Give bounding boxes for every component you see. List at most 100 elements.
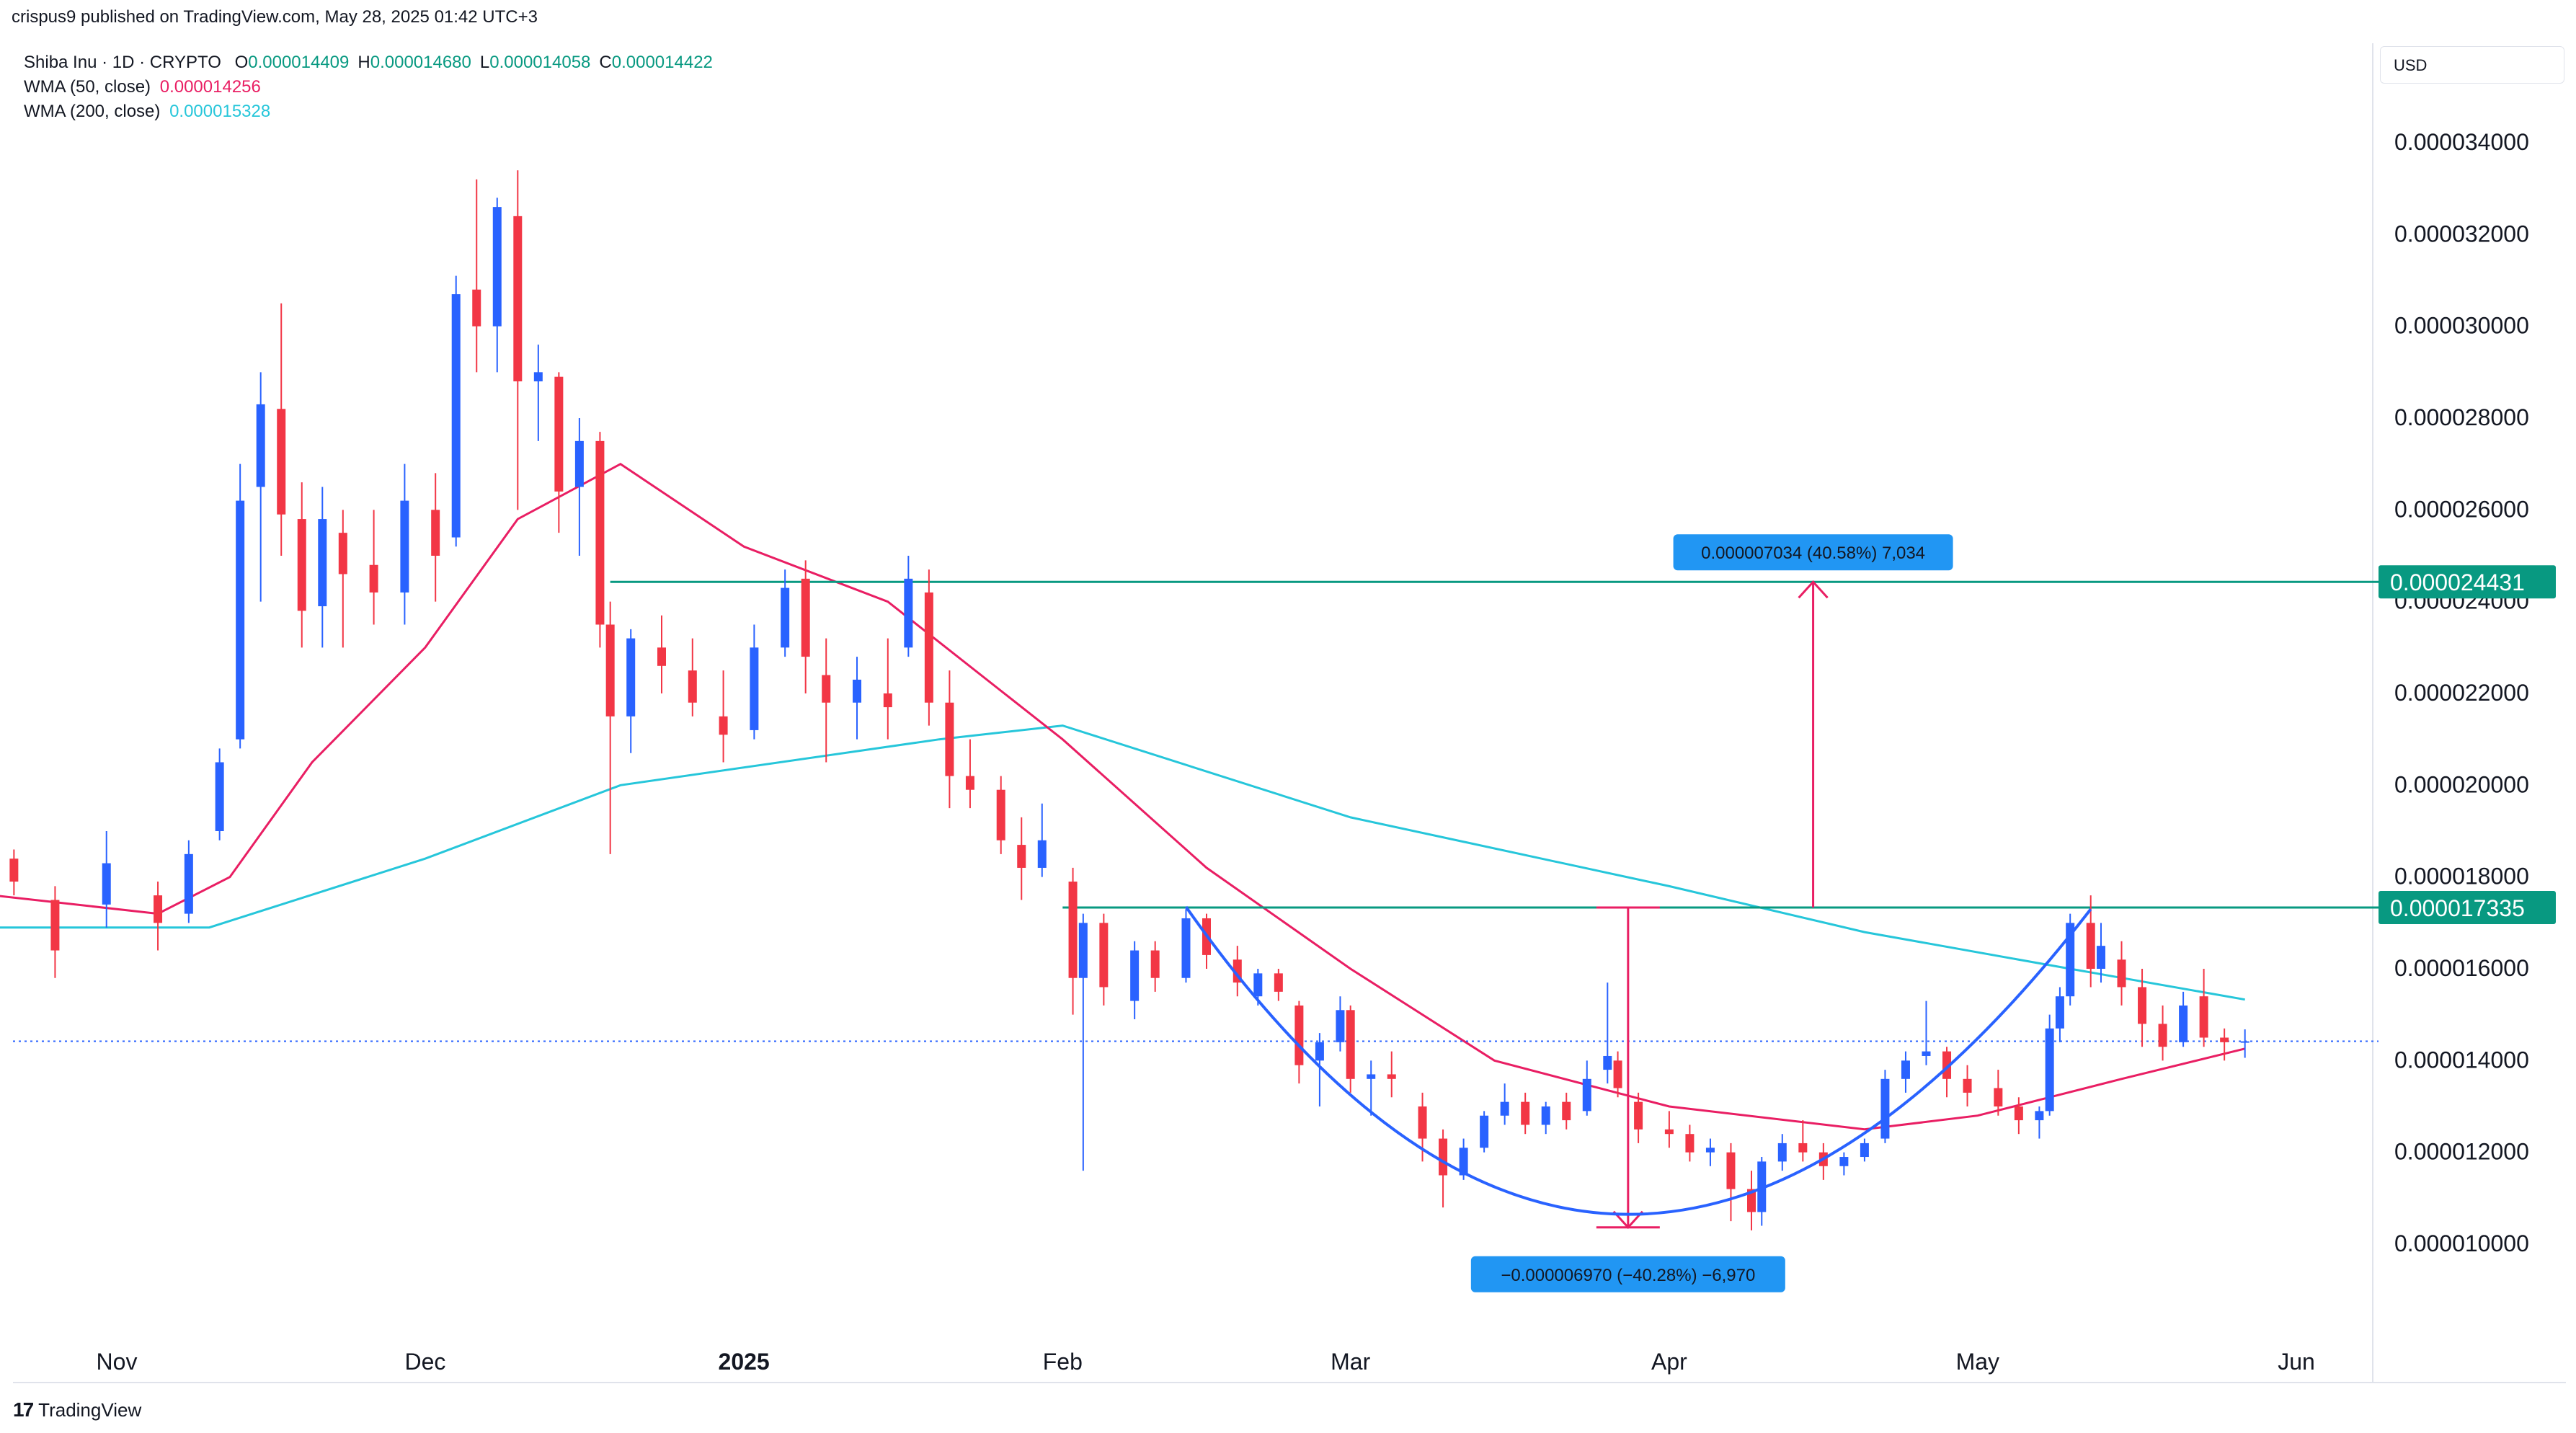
candle[interactable] [883, 638, 892, 740]
wma200-line[interactable] [0, 724, 2245, 1001]
candle[interactable] [1603, 982, 1612, 1084]
candle[interactable] [719, 670, 728, 763]
candle[interactable] [822, 638, 831, 763]
candle[interactable] [924, 569, 933, 726]
candle[interactable] [1582, 1060, 1591, 1116]
candle[interactable] [1798, 1120, 1808, 1162]
candle[interactable] [1480, 1111, 1489, 1153]
candle[interactable] [1130, 941, 1140, 1020]
candle[interactable] [1685, 1124, 1695, 1162]
candle[interactable] [1150, 941, 1160, 992]
candle[interactable] [318, 487, 327, 648]
candle[interactable] [215, 748, 224, 840]
candle[interactable] [2066, 913, 2075, 1006]
candle[interactable] [1664, 1111, 1674, 1148]
candle[interactable] [431, 473, 440, 602]
candle[interactable] [595, 432, 605, 648]
candle[interactable] [554, 372, 564, 533]
candle[interactable] [2096, 923, 2105, 983]
candle[interactable] [965, 739, 974, 809]
candle[interactable] [1634, 1092, 1643, 1143]
candle[interactable] [1315, 1033, 1324, 1106]
candle[interactable] [1705, 1138, 1715, 1166]
candle[interactable] [1099, 913, 1109, 1006]
candle[interactable] [853, 657, 862, 740]
candle[interactable] [1747, 1171, 1756, 1230]
candle[interactable] [1777, 1134, 1787, 1171]
candle[interactable] [2138, 969, 2147, 1047]
candle[interactable] [1994, 1070, 2003, 1116]
candle[interactable] [400, 463, 409, 625]
candle[interactable] [2055, 987, 2064, 1042]
candle[interactable] [1562, 1092, 1571, 1130]
candle[interactable] [369, 510, 378, 625]
candle[interactable] [2179, 991, 2188, 1047]
candle[interactable] [2158, 1005, 2167, 1061]
candle[interactable] [688, 638, 697, 716]
candle[interactable] [492, 198, 502, 373]
candle[interactable] [574, 418, 584, 556]
symbol-label[interactable]: Shiba Inu · 1D · CRYPTO [24, 53, 221, 72]
candle[interactable] [1839, 1152, 1849, 1176]
candle[interactable] [1346, 1005, 1355, 1093]
candle[interactable] [2199, 969, 2208, 1047]
candle[interactable] [277, 303, 286, 556]
candle[interactable] [9, 849, 19, 896]
candle[interactable] [338, 510, 347, 648]
tradingview-footer[interactable]: 17 TradingView [13, 1398, 141, 1421]
candle[interactable] [781, 569, 790, 657]
candle[interactable] [2035, 1106, 2044, 1139]
candle[interactable] [1336, 996, 1345, 1052]
candle[interactable] [1613, 1051, 1622, 1098]
candle[interactable] [626, 629, 636, 753]
candle[interactable] [1860, 1138, 1869, 1162]
candle[interactable] [2117, 941, 2126, 1006]
candle[interactable] [1901, 1051, 1910, 1093]
candle[interactable] [1037, 803, 1047, 877]
wma50-line[interactable] [0, 462, 2246, 1131]
candle[interactable] [1963, 1065, 1972, 1106]
measure-up-label-box[interactable] [1673, 534, 1953, 571]
candle[interactable] [1017, 817, 1026, 900]
candle[interactable] [2220, 1028, 2229, 1061]
candle[interactable] [1500, 1083, 1509, 1125]
candle[interactable] [1367, 1060, 1376, 1116]
candle[interactable] [750, 624, 759, 740]
candle[interactable] [50, 886, 60, 978]
cup-curve[interactable] [1184, 905, 2092, 1216]
candle[interactable] [2045, 1014, 2054, 1116]
candle[interactable] [1274, 969, 1283, 1001]
candle[interactable] [945, 670, 954, 809]
candle[interactable] [184, 840, 193, 923]
candle[interactable] [605, 601, 615, 854]
candle[interactable] [513, 170, 523, 510]
candle[interactable] [904, 556, 913, 657]
candle[interactable] [1078, 913, 1088, 1171]
candle[interactable] [1942, 1047, 1952, 1098]
candle[interactable] [1294, 1001, 1304, 1084]
candle[interactable] [1387, 1051, 1396, 1098]
candle[interactable] [256, 372, 265, 602]
candle[interactable] [801, 560, 810, 693]
candle[interactable] [236, 463, 245, 749]
candle[interactable] [1922, 1001, 1931, 1065]
candle[interactable] [1541, 1101, 1550, 1135]
candle[interactable] [1068, 867, 1078, 1015]
candle[interactable] [1726, 1143, 1736, 1222]
candle[interactable] [533, 345, 543, 441]
candle[interactable] [472, 179, 481, 373]
candle[interactable] [102, 831, 111, 928]
wma50-row[interactable]: WMA (50, close) 0.000014256 [24, 75, 713, 99]
candle[interactable] [657, 615, 666, 693]
candle[interactable] [451, 275, 461, 547]
candle[interactable] [1880, 1070, 1890, 1143]
candle[interactable] [154, 882, 163, 951]
currency-selector[interactable]: USD [2380, 46, 2564, 84]
wma200-row[interactable]: WMA (200, close) 0.000015328 [24, 99, 713, 124]
candle[interactable] [1181, 909, 1191, 983]
candle[interactable] [1521, 1092, 1530, 1135]
candle[interactable] [297, 482, 306, 648]
candle[interactable] [1439, 1129, 1448, 1208]
measure-down-label-box[interactable] [1470, 1256, 1785, 1292]
